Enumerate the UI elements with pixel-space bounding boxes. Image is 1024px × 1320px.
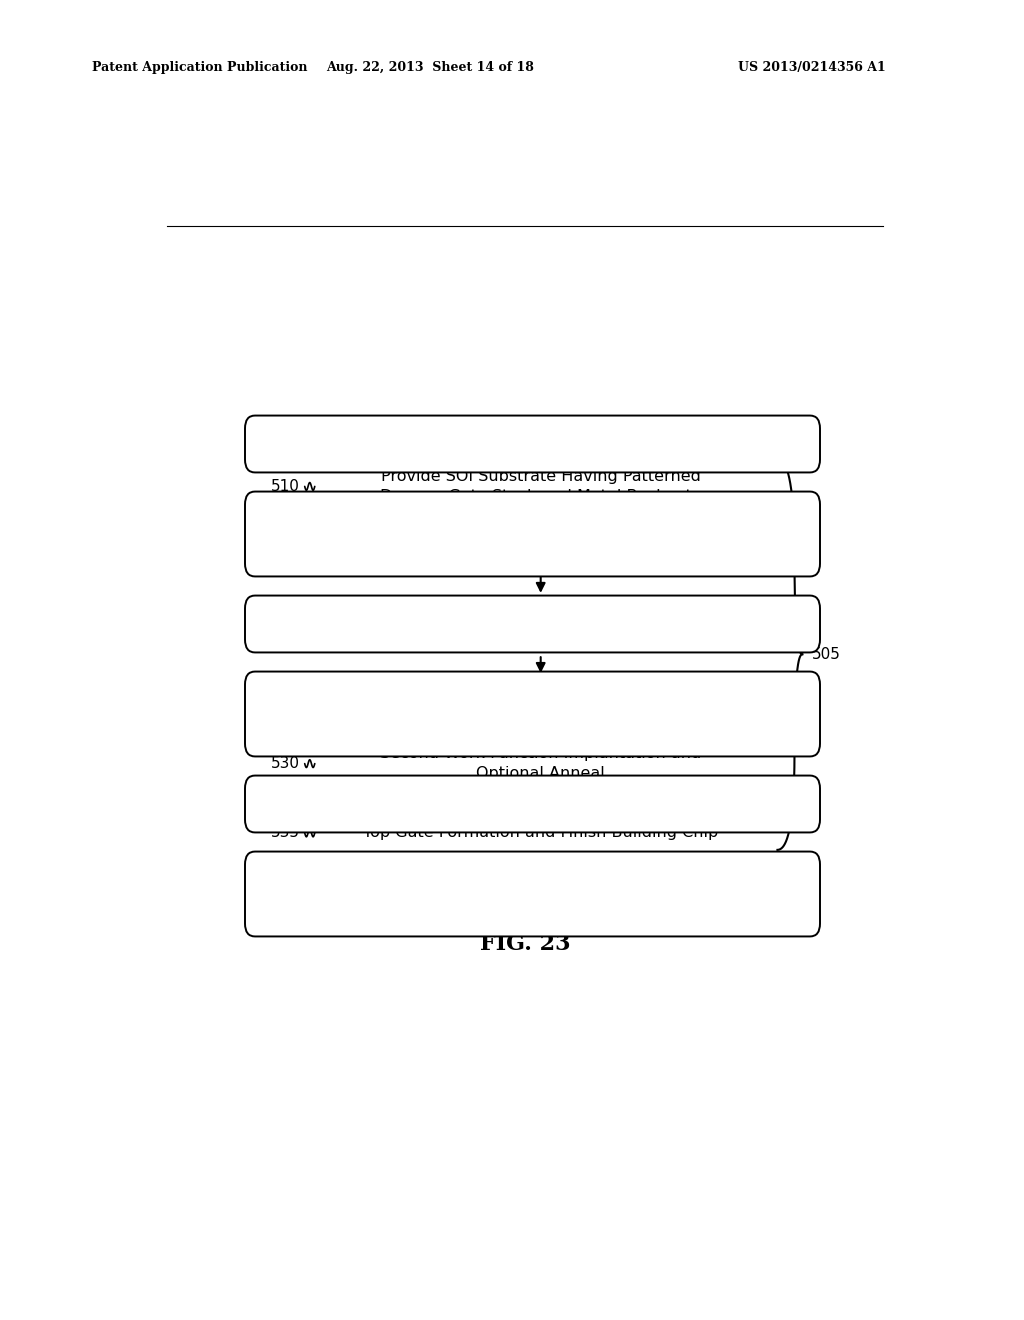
Text: Aug. 22, 2013  Sheet 14 of 18: Aug. 22, 2013 Sheet 14 of 18 [326, 62, 535, 74]
Text: Top Gate Formation and Finish Building Chip: Top Gate Formation and Finish Building C… [364, 825, 718, 841]
Text: 525: 525 [271, 686, 300, 702]
Text: First Work Function Implant: First Work Function Implant [431, 548, 650, 564]
Text: Patent Application Publication: Patent Application Publication [92, 62, 307, 74]
Text: US 2013/0214356 A1: US 2013/0214356 A1 [738, 62, 886, 74]
Text: FIG. 23: FIG. 23 [479, 933, 570, 954]
Text: 505: 505 [812, 647, 841, 661]
Text: Provide SOI Substrate Having Patterned
Dummy Gate Stack and Metal Backgate: Provide SOI Substrate Having Patterned D… [380, 469, 701, 504]
Text: 520: 520 [271, 618, 300, 632]
Text: Second Work Function Implantation and
Optional Anneal: Second Work Function Implantation and Op… [380, 746, 701, 781]
Text: Remove Dummy Gate: Remove Dummy Gate [453, 686, 629, 702]
Text: 530: 530 [271, 756, 300, 771]
Text: 515: 515 [271, 548, 300, 564]
Text: 535: 535 [271, 825, 300, 841]
Text: 510: 510 [271, 479, 300, 494]
Text: Junction Implant; Insulator Deposition
and Planarization: Junction Implant; Insulator Deposition a… [389, 607, 692, 643]
